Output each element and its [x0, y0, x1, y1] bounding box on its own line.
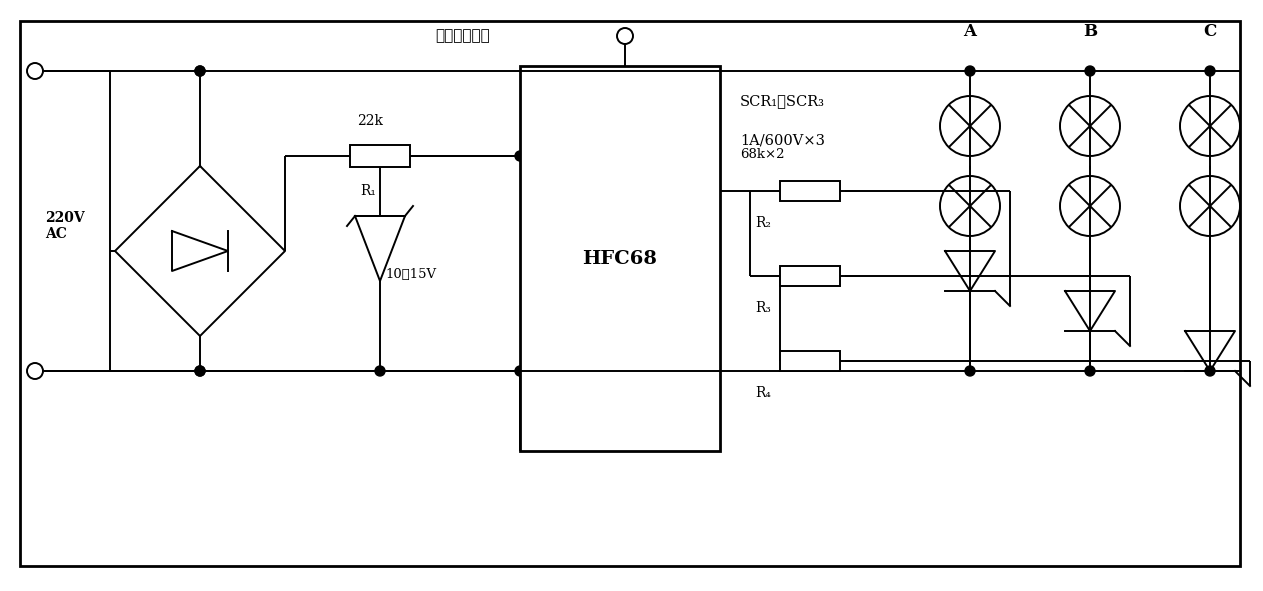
Bar	[781, 351, 840, 371]
Text: R₂: R₂	[755, 216, 770, 230]
Bar	[781, 266, 840, 286]
Text: B: B	[1082, 22, 1098, 40]
Circle shape	[195, 66, 205, 76]
Bar	[781, 181, 840, 201]
Text: SCR₁～SCR₃: SCR₁～SCR₃	[740, 94, 825, 108]
Circle shape	[195, 366, 205, 376]
Bar	[350, 145, 410, 167]
Circle shape	[195, 66, 205, 76]
Text: 68k×2: 68k×2	[740, 148, 784, 161]
Text: R₁: R₁	[360, 184, 376, 198]
Text: A: A	[964, 22, 976, 40]
Text: R₃: R₃	[755, 301, 770, 315]
Circle shape	[515, 151, 525, 161]
Circle shape	[1205, 66, 1215, 76]
Bar	[520, 66, 720, 451]
Text: 22k: 22k	[357, 114, 383, 128]
Circle shape	[1085, 66, 1095, 76]
Circle shape	[965, 366, 975, 376]
Text: R₄: R₄	[755, 386, 770, 400]
Text: 1A/600V×3: 1A/600V×3	[740, 134, 825, 148]
Text: 音頻信號輸入: 音頻信號輸入	[434, 29, 490, 43]
Circle shape	[375, 366, 385, 376]
Circle shape	[1085, 366, 1095, 376]
Text: 10～15V: 10～15V	[385, 268, 436, 281]
Circle shape	[965, 66, 975, 76]
Circle shape	[1205, 366, 1215, 376]
Circle shape	[515, 366, 525, 376]
Text: 220V
AC: 220V AC	[45, 211, 85, 241]
Circle shape	[195, 366, 205, 376]
Text: HFC68: HFC68	[582, 249, 658, 268]
Text: C: C	[1204, 22, 1216, 40]
